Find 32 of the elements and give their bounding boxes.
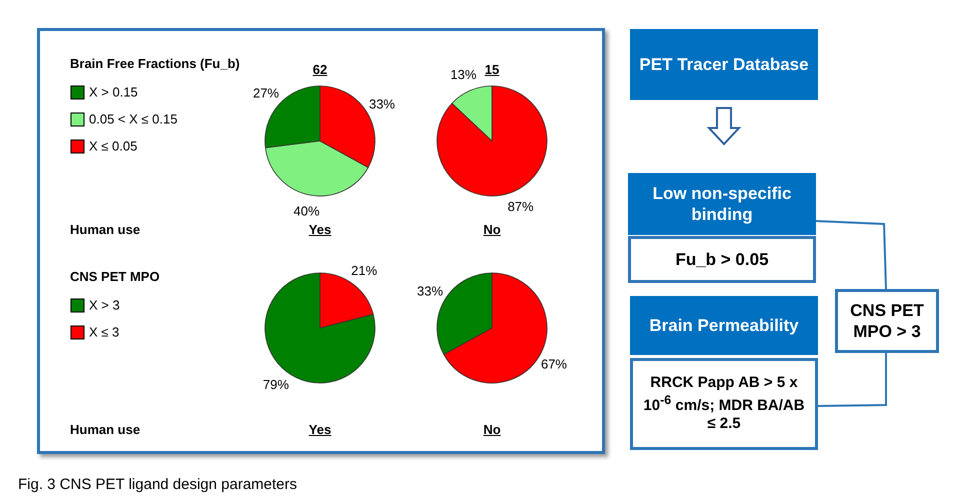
caption: Fig. 3 CNS PET ligand design parameters — [18, 476, 298, 493]
text: Fu_b > 0.05 — [675, 248, 769, 270]
legend-title: Brain Free Fractions (Fu_b) — [70, 56, 240, 71]
text: CNS PET MPO > 3 — [849, 300, 925, 342]
data-label: 33% — [417, 283, 444, 298]
chart-title: 15 — [484, 62, 500, 77]
data-label: 21% — [351, 263, 378, 278]
legend-label: X ≤ 3 — [89, 324, 120, 340]
pie-slice — [436, 86, 548, 196]
text: PET Tracer Database — [639, 54, 809, 76]
data-label: 67% — [540, 356, 568, 372]
data-label: 40% — [293, 204, 320, 219]
legend-title: CNS PET MPO — [70, 269, 160, 284]
text: Human use — [70, 222, 140, 237]
legend-label: 0.05 < X ≤ 0.15 — [89, 112, 178, 126]
data-label: 13% — [450, 66, 477, 82]
text: Low non-specific binding — [652, 182, 792, 226]
legend-label: X > 0.15 — [89, 84, 138, 100]
data-label: 33% — [368, 96, 396, 112]
legend-label: X ≤ 0.05 — [89, 138, 138, 154]
text: Brain Permeability — [649, 314, 799, 336]
data-label: 27% — [252, 85, 280, 100]
text: Human use — [70, 422, 140, 437]
chart-title: 62 — [312, 62, 328, 77]
data-label: 79% — [262, 376, 290, 392]
text: No — [483, 422, 501, 437]
text: Yes — [308, 222, 332, 237]
text: Yes — [308, 422, 332, 437]
data-label: 87% — [508, 199, 534, 214]
text: No — [483, 222, 501, 237]
legend-label: X > 3 — [89, 298, 120, 312]
text: RRCK Papp AB > 5 x 10$^{-6}$ cm/s; MDR BA/AB ≤ 2.5 — [642, 374, 806, 434]
